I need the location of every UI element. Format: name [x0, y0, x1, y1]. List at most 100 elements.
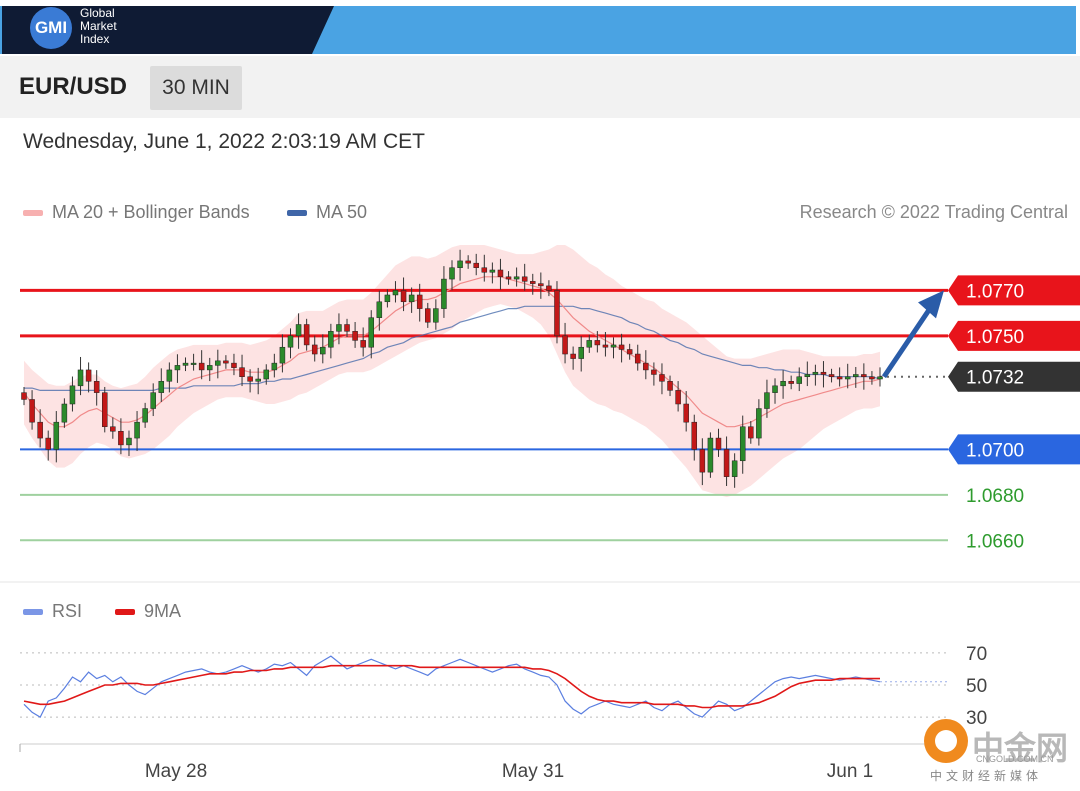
candle [643, 350, 649, 380]
candle-body [505, 276, 512, 280]
candle-body [772, 385, 778, 393]
candle [473, 253, 479, 276]
candle-body [247, 376, 253, 382]
candle [360, 327, 366, 357]
candle [279, 334, 286, 373]
candle-body [263, 369, 270, 380]
candle-body [691, 421, 698, 450]
candle-body [586, 340, 593, 348]
candle [21, 386, 27, 406]
candle-body [37, 421, 43, 439]
candle-body [360, 340, 366, 348]
candle-body [457, 260, 463, 268]
ma50-line [24, 305, 881, 391]
candle-body [21, 392, 27, 400]
candle-body [715, 437, 722, 450]
candle [675, 381, 681, 412]
candle-body [521, 276, 528, 282]
candle-body [182, 362, 189, 366]
candle-body [473, 262, 479, 268]
candle-body [45, 437, 51, 450]
candle-body [118, 431, 124, 446]
rsi-series-9ma [23, 664, 880, 709]
candle-body [320, 346, 326, 355]
rsi-tick-30: 30 [966, 708, 987, 729]
candle [376, 290, 383, 331]
watermark-sub: CNGOLD.COM.CN [976, 754, 1054, 764]
candle [578, 336, 584, 372]
candle [182, 357, 189, 372]
candle-body [853, 374, 859, 377]
candle [93, 370, 100, 406]
logo-circle [30, 7, 72, 49]
candle-body [190, 362, 197, 365]
candle [206, 357, 213, 382]
logo-badge[interactable]: GMI [34, 18, 68, 37]
watermark-logo [924, 719, 968, 763]
candle-body [465, 260, 471, 264]
candle [667, 375, 673, 397]
level-label-1-0732: 1.0732 [966, 368, 1024, 389]
candle-body [328, 331, 334, 348]
legend-9ma: 9MA [115, 601, 181, 622]
candle [37, 409, 43, 448]
candle-body [416, 294, 423, 309]
candle-body [198, 362, 205, 371]
candle [166, 362, 173, 393]
candle [449, 260, 455, 291]
candle [836, 367, 843, 387]
candle-body [166, 369, 173, 382]
rsi-series-rsi [23, 655, 881, 718]
candle-body [142, 408, 148, 423]
candle [231, 353, 237, 376]
candle-body [449, 267, 455, 280]
candle [497, 258, 504, 290]
candle-body [174, 365, 181, 371]
candle-body [756, 408, 762, 439]
candle [303, 318, 310, 351]
x-tick-may-28: May 28 [145, 761, 207, 782]
candle-body [311, 344, 318, 355]
candle-body [344, 324, 350, 332]
level-label-1-0770: 1.0770 [966, 281, 1024, 302]
candle-body [295, 324, 302, 337]
candle-body [643, 362, 649, 371]
candle [634, 344, 641, 371]
candle [384, 289, 391, 308]
header-bar: GMI Global Market Index [0, 0, 1080, 56]
candle [126, 430, 132, 457]
candle-body [239, 367, 245, 377]
candle [772, 378, 778, 404]
candle [320, 334, 326, 364]
forecast-arrow-head [918, 290, 944, 319]
candle [853, 366, 859, 388]
candle [723, 436, 730, 486]
candle-body [570, 353, 576, 359]
candle [457, 249, 463, 281]
candle [400, 277, 407, 312]
candle [586, 334, 593, 353]
candle [869, 371, 875, 385]
candle [465, 255, 471, 269]
legend-rsi: RSI [23, 601, 82, 622]
candle-body [869, 376, 875, 380]
candle-body [271, 362, 278, 371]
candle [739, 415, 746, 474]
candle-body [223, 360, 229, 364]
watermark-sub2: 中文财经新媒体 [930, 769, 1043, 783]
candle-body [594, 340, 601, 346]
rsi-swatch [23, 609, 43, 616]
candle [223, 355, 229, 369]
x-tick-may-31: May 31 [502, 761, 564, 782]
instrument-bar: EUR/USD 30 MIN [0, 56, 1080, 118]
candle-body [61, 403, 68, 423]
timeframe-button[interactable]: 30 MIN [150, 66, 242, 110]
candle [295, 313, 302, 349]
candle [554, 281, 560, 344]
candle-body [53, 421, 60, 450]
candle-body [158, 381, 165, 393]
candle [610, 337, 617, 359]
candle [530, 273, 536, 295]
candle-body [554, 290, 560, 337]
candle-body [578, 346, 584, 359]
